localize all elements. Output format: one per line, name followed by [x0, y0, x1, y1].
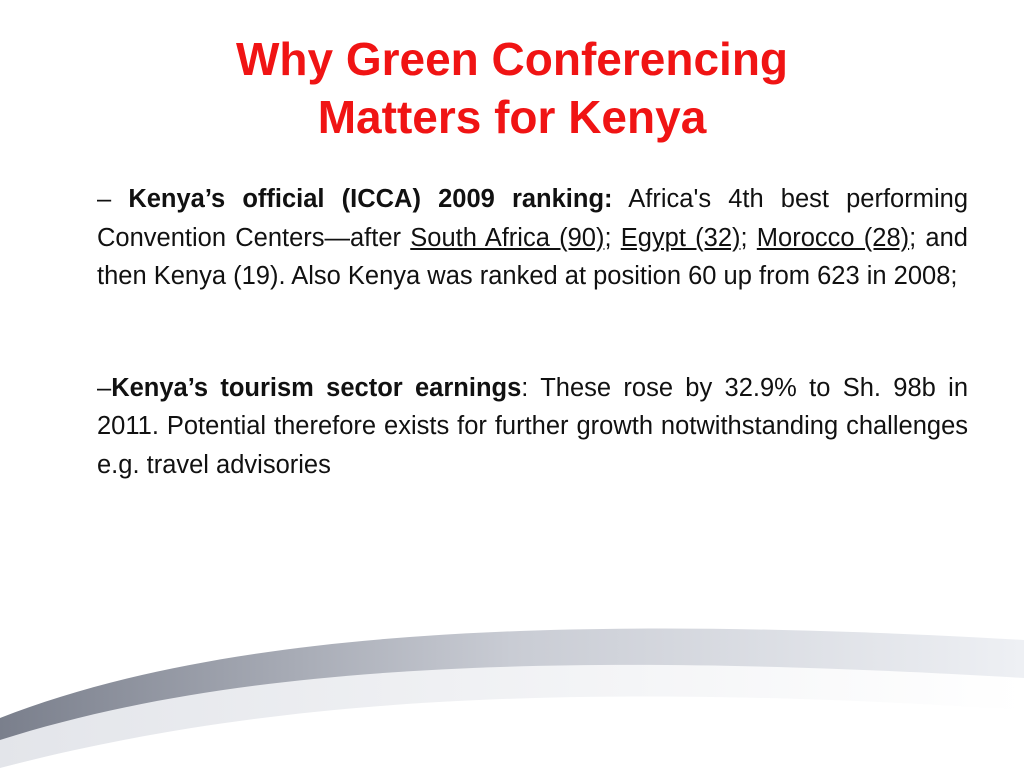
hyperlink[interactable]: Morocco (28) [756, 223, 910, 252]
text: ; [604, 223, 621, 252]
title-line: Why Green Conferencing [235, 33, 789, 85]
text: ; and then Kenya (19). Also Kenya was ra… [97, 223, 968, 291]
text: – [97, 373, 112, 402]
bullet-paragraph: – Kenya’s official (ICCA) 2009 ranking: … [97, 180, 968, 296]
bold-text: Kenya’s official (ICCA) 2009 ranking: [128, 185, 613, 213]
text: ; [740, 223, 757, 252]
text: : These rose by 32.9% to Sh. 98b in 2011… [97, 373, 968, 479]
text: – [97, 185, 129, 213]
hyperlink[interactable]: Egypt (32) [620, 223, 741, 252]
slide-title: Why Green Conferencing Matters for Kenya [80, 30, 944, 146]
bullet-paragraph: –Kenya’s tourism sector earnings: These … [97, 369, 968, 485]
slide-body: – Kenya’s official (ICCA) 2009 ranking: … [97, 180, 968, 557]
bold-text: Kenya’s tourism sector earnings [111, 373, 522, 402]
title-line: Matters for Kenya [317, 91, 707, 143]
decoration-swoosh [0, 628, 1024, 768]
text: Africa's 4th best performing Convention … [97, 185, 969, 252]
hyperlink[interactable]: South Africa (90) [410, 223, 605, 252]
